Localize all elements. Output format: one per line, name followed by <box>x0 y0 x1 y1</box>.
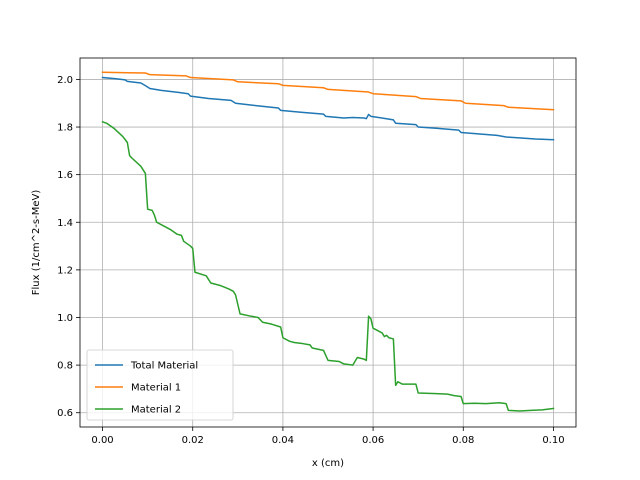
x-tick-label: 0.06 <box>362 435 384 446</box>
legend-entries: Total Material Material 1 Material 2 <box>95 361 198 416</box>
legend-box <box>86 349 234 421</box>
legend-label-material-2: Material 2 <box>131 405 181 416</box>
y-tick-label: 0.6 <box>57 408 73 419</box>
y-tick-label: 0.8 <box>57 361 73 372</box>
legend-label-material-1: Material 1 <box>131 383 181 394</box>
y-tick-label: 1.2 <box>57 265 73 276</box>
axis-ticks: 0.00 0.02 0.04 0.06 0.08 0.10 0.6 0.8 1.0 1.2 1.4 1… <box>57 75 564 446</box>
y-axis-label: Flux (1/cm^2-s-MeV) <box>31 190 42 296</box>
plot-frame <box>79 57 577 428</box>
series-line-material-1 <box>101 71 555 111</box>
legend: Total Material Material 1 Material 2 <box>86 349 234 421</box>
y-tick-label: 2.0 <box>57 75 73 86</box>
y-tick-label: 1.4 <box>57 218 73 229</box>
y-tick-label: 1.8 <box>57 123 73 134</box>
x-tick-label: 0.10 <box>542 435 564 446</box>
y-tick-label: 1.6 <box>57 170 73 181</box>
x-tick-label: 0.02 <box>182 435 204 446</box>
x-tick-label: 0.04 <box>272 435 294 446</box>
x-tick-label: 0.08 <box>452 435 474 446</box>
series-lines <box>101 71 555 412</box>
x-tick-label: 0.00 <box>91 435 113 446</box>
series-line-total-material <box>101 76 555 141</box>
x-axis-label: x (cm) <box>312 458 344 469</box>
y-tick-label: 1.0 <box>57 313 73 324</box>
series-line-material-2 <box>101 120 555 412</box>
legend-label-total-material: Total Material <box>130 361 198 372</box>
